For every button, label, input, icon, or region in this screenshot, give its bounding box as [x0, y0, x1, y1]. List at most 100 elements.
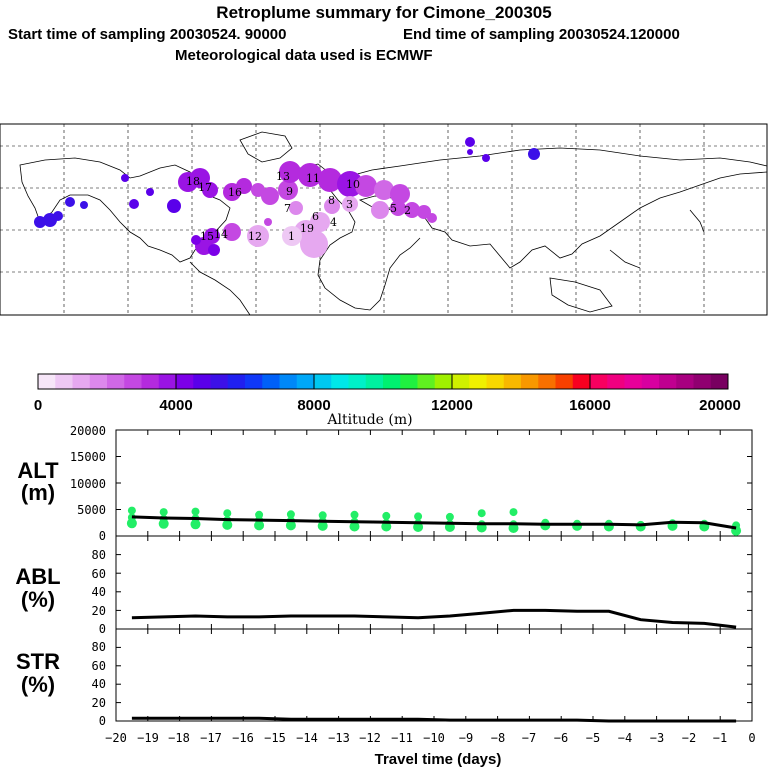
- x-tick-label: −18: [168, 731, 190, 745]
- colorbar-tick-label: 8000: [297, 397, 330, 414]
- alt-point: [445, 512, 454, 521]
- alt-point: [223, 509, 232, 518]
- alt-ytick: 0: [99, 529, 106, 543]
- abl-ylabel: ABL: [15, 564, 60, 589]
- map-label: 6: [312, 210, 319, 223]
- map-label: 9: [286, 185, 293, 198]
- map-label: 3: [346, 198, 353, 211]
- x-tick-labels: −20 −19 −18 −17 −16 −15 −14 −13 −12 −11 …: [105, 731, 755, 745]
- colorbar-cell: [158, 374, 177, 389]
- map-plume-clusters: [34, 137, 540, 258]
- abl-ytick: 60: [92, 567, 106, 581]
- alt-point: [158, 518, 169, 529]
- map-number-labels: 18 17 16 13 11 10 9 8 15 14 12 19 5 3 2 …: [186, 170, 411, 243]
- alt-point: [508, 523, 519, 533]
- x-tick-label: −17: [200, 731, 222, 745]
- colorbar-tick-labels: 0 4000 8000 12000 16000 20000: [34, 397, 741, 414]
- alt-point: [254, 520, 265, 531]
- x-tick-label: −8: [491, 731, 505, 745]
- colorbar-cell: [331, 374, 349, 389]
- colorbar-cell: [607, 374, 625, 389]
- alt-point: [285, 520, 296, 531]
- colorbar-cell: [624, 374, 643, 389]
- x-tick-label: −3: [650, 731, 664, 745]
- abl-ytick: 40: [92, 585, 106, 599]
- colorbar-cell: [89, 374, 108, 389]
- alt-point: [127, 506, 136, 515]
- alt-point: [159, 508, 168, 517]
- colorbar-tick-label: 4000: [159, 397, 192, 414]
- str-ylabel: STR: [16, 649, 60, 674]
- alt-ytick: 20000: [70, 424, 106, 438]
- colorbar-cell: [538, 374, 556, 389]
- colorbar-frame: [37, 373, 729, 390]
- colorbar-cell: [572, 374, 591, 389]
- x-tick-label: −6: [554, 731, 568, 745]
- abl-series-line: [131, 608, 737, 629]
- alt-median-line: [131, 515, 737, 530]
- str-ytick: 60: [92, 659, 106, 673]
- x-tick-label: −19: [137, 731, 159, 745]
- abl-ytick: 20: [92, 604, 106, 618]
- colorbar-cell: [486, 374, 505, 389]
- colorbar-cell: [452, 374, 470, 389]
- map-label: 7: [284, 202, 291, 215]
- alt-point: [382, 511, 391, 520]
- alt-point: [381, 521, 392, 532]
- colorbar-cell: [296, 374, 315, 389]
- colorbar-cell: [141, 374, 160, 389]
- map-label: 19: [300, 222, 314, 235]
- colorbar-cells: [38, 374, 729, 389]
- x-tick-label: −10: [423, 731, 445, 745]
- alt-ytick: 10000: [70, 477, 106, 491]
- map-label: 5: [390, 202, 397, 215]
- x-tick-label: −15: [264, 731, 286, 745]
- map-label: 1: [288, 230, 295, 243]
- map-coastlines: [19, 131, 768, 316]
- colorbar-cell: [210, 374, 229, 389]
- map-label: 11: [306, 172, 320, 185]
- x-axis-label: Travel time (days): [375, 751, 502, 768]
- colorbar-tick-label: 20000: [699, 397, 741, 414]
- abl-ylabel-units: (%): [21, 587, 55, 612]
- colorbar-cell: [641, 374, 660, 389]
- map-label: 4: [330, 216, 337, 229]
- colorbar-cell: [434, 374, 453, 389]
- alt-ylabel: ALT: [17, 458, 59, 483]
- str-ytick: 20: [92, 696, 106, 710]
- colorbar-cell: [314, 374, 332, 389]
- x-tick-label: −16: [232, 731, 254, 745]
- x-tick-label: −9: [459, 731, 473, 745]
- alt-point: [317, 520, 328, 531]
- colorbar-cell: [227, 374, 246, 389]
- map-frame: [0, 123, 768, 316]
- alt-point: [635, 521, 646, 532]
- alt-point: [286, 510, 295, 519]
- alt-point: [191, 507, 200, 516]
- x-tick-label: −2: [682, 731, 696, 745]
- colorbar-cell: [176, 374, 194, 389]
- x-tick-label: −1: [713, 731, 727, 745]
- alt-point: [414, 512, 423, 521]
- alt-point: [572, 520, 583, 531]
- panel-frames: [115, 429, 753, 722]
- abl-ytick: 80: [92, 548, 106, 562]
- colorbar-label: Altitude (m): [326, 412, 412, 428]
- colorbar-cell: [710, 374, 729, 389]
- x-tick-label: −20: [105, 731, 127, 745]
- colorbar-cell: [55, 374, 73, 389]
- met-data-label: Meteorological data used is ECMWF: [175, 47, 433, 64]
- map-label: 15: [200, 230, 214, 243]
- x-tick-label: −11: [391, 731, 413, 745]
- x-tick-label: −7: [522, 731, 536, 745]
- alt-point: [350, 510, 359, 519]
- colorbar-cell: [417, 374, 436, 389]
- colorbar-cell: [590, 374, 608, 389]
- map-label: 16: [228, 186, 242, 199]
- alt-ylabel-units: (m): [21, 480, 55, 505]
- alt-point: [477, 509, 486, 518]
- map-label: 2: [404, 204, 411, 217]
- colorbar-cell: [676, 374, 694, 389]
- alt-point: [222, 519, 233, 530]
